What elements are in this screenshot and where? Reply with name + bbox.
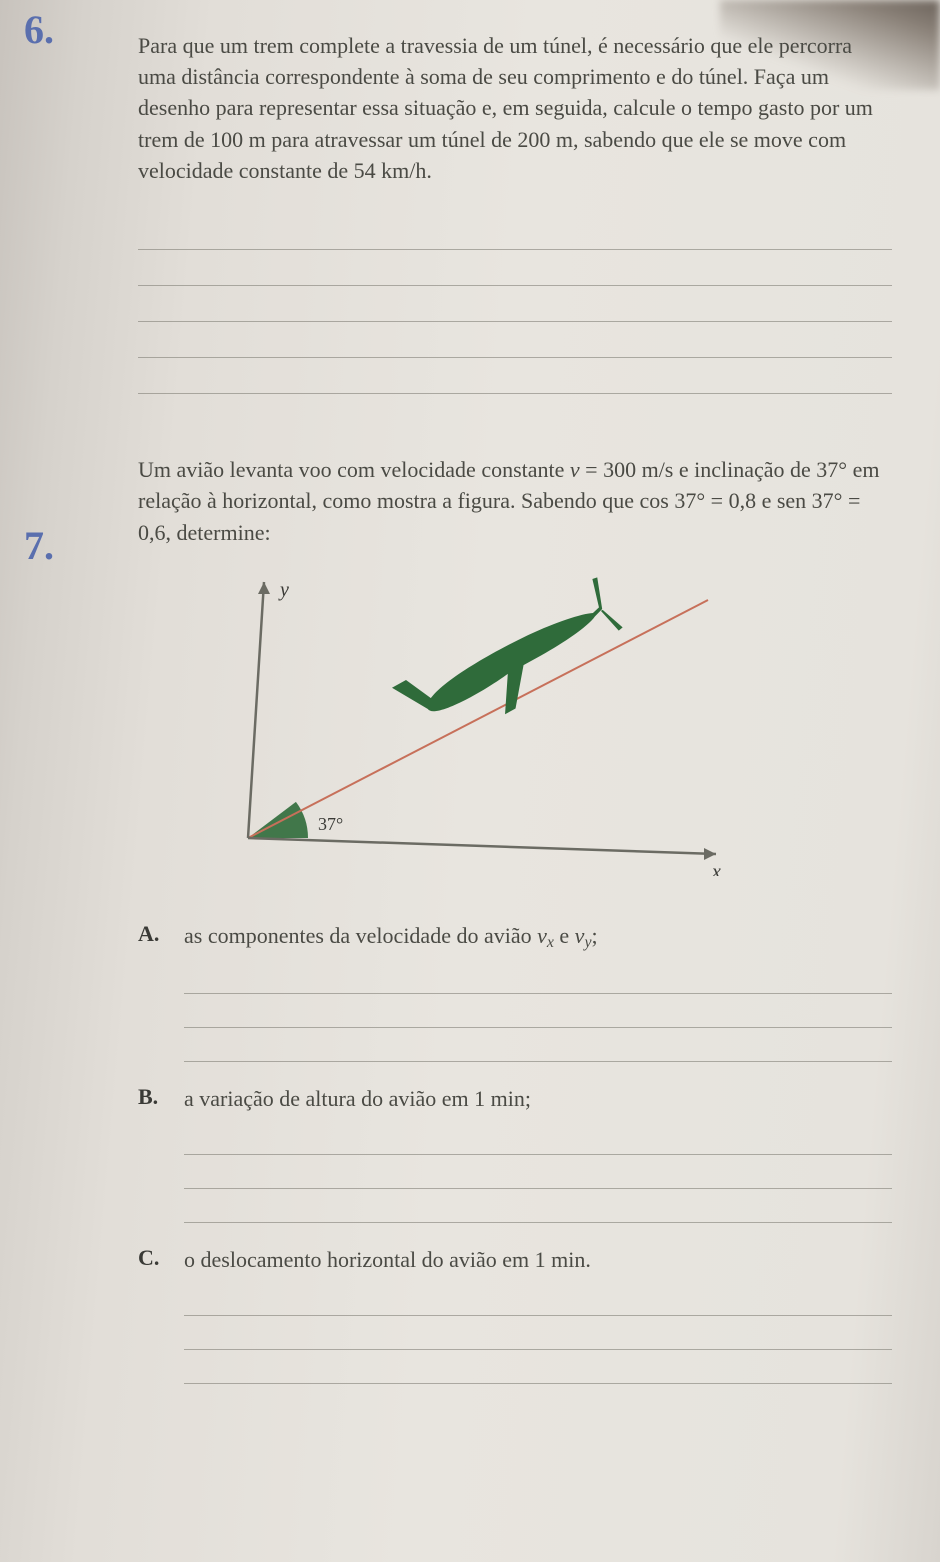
- answer-rule: [184, 1189, 892, 1223]
- answer-rule: [184, 1121, 892, 1155]
- answer-rule: [184, 960, 892, 994]
- svg-text:37°: 37°: [318, 814, 343, 834]
- subpart-letter: B.: [138, 1084, 184, 1110]
- subpart: C.o deslocamento horizontal do avião em …: [138, 1245, 892, 1384]
- question-7-figure: 37° y x: [208, 576, 892, 881]
- svg-text:y: y: [278, 579, 289, 601]
- airplane-diagram-svg: 37° y x: [208, 576, 728, 876]
- question-6-body: Para que um trem complete a travessia de…: [138, 30, 892, 186]
- answer-rule: [138, 358, 892, 394]
- answer-rule: [184, 1028, 892, 1062]
- svg-text:x: x: [711, 861, 721, 876]
- subpart: B.a variação de altura do avião em 1 min…: [138, 1084, 892, 1223]
- answer-rule: [184, 1316, 892, 1350]
- answer-rule: [184, 1350, 892, 1384]
- subpart-text: o deslocamento horizontal do avião em 1 …: [184, 1245, 892, 1276]
- answer-rule: [184, 994, 892, 1028]
- answer-rule: [138, 322, 892, 358]
- subpart-letter: A.: [138, 921, 184, 947]
- question-7-body: Um avião levanta voo com velocidade cons…: [138, 454, 892, 548]
- page-content: 6. Para que um trem complete a travessia…: [0, 0, 940, 1414]
- subpart: A.as componentes da velocidade do avião …: [138, 921, 892, 1062]
- answer-rule: [138, 286, 892, 322]
- answer-rule: [184, 1155, 892, 1189]
- subpart-text: a variação de altura do avião em 1 min;: [184, 1084, 892, 1115]
- question-7-subparts: A.as componentes da velocidade do avião …: [138, 921, 892, 1384]
- answer-rule: [138, 214, 892, 250]
- subpart-answer-lines: [184, 1121, 892, 1223]
- subpart-row: C.o deslocamento horizontal do avião em …: [138, 1245, 892, 1276]
- question-6-number: 6.: [24, 6, 54, 53]
- answer-rule: [138, 250, 892, 286]
- subpart-answer-lines: [184, 960, 892, 1062]
- subpart-answer-lines: [184, 1282, 892, 1384]
- subpart-letter: C.: [138, 1245, 184, 1271]
- question-6-answer-lines: [138, 214, 892, 394]
- subpart-text: as componentes da velocidade do avião vx…: [184, 921, 892, 954]
- subpart-row: B.a variação de altura do avião em 1 min…: [138, 1084, 892, 1115]
- answer-rule: [184, 1282, 892, 1316]
- question-7-number: 7.: [24, 522, 54, 569]
- subpart-row: A.as componentes da velocidade do avião …: [138, 921, 892, 954]
